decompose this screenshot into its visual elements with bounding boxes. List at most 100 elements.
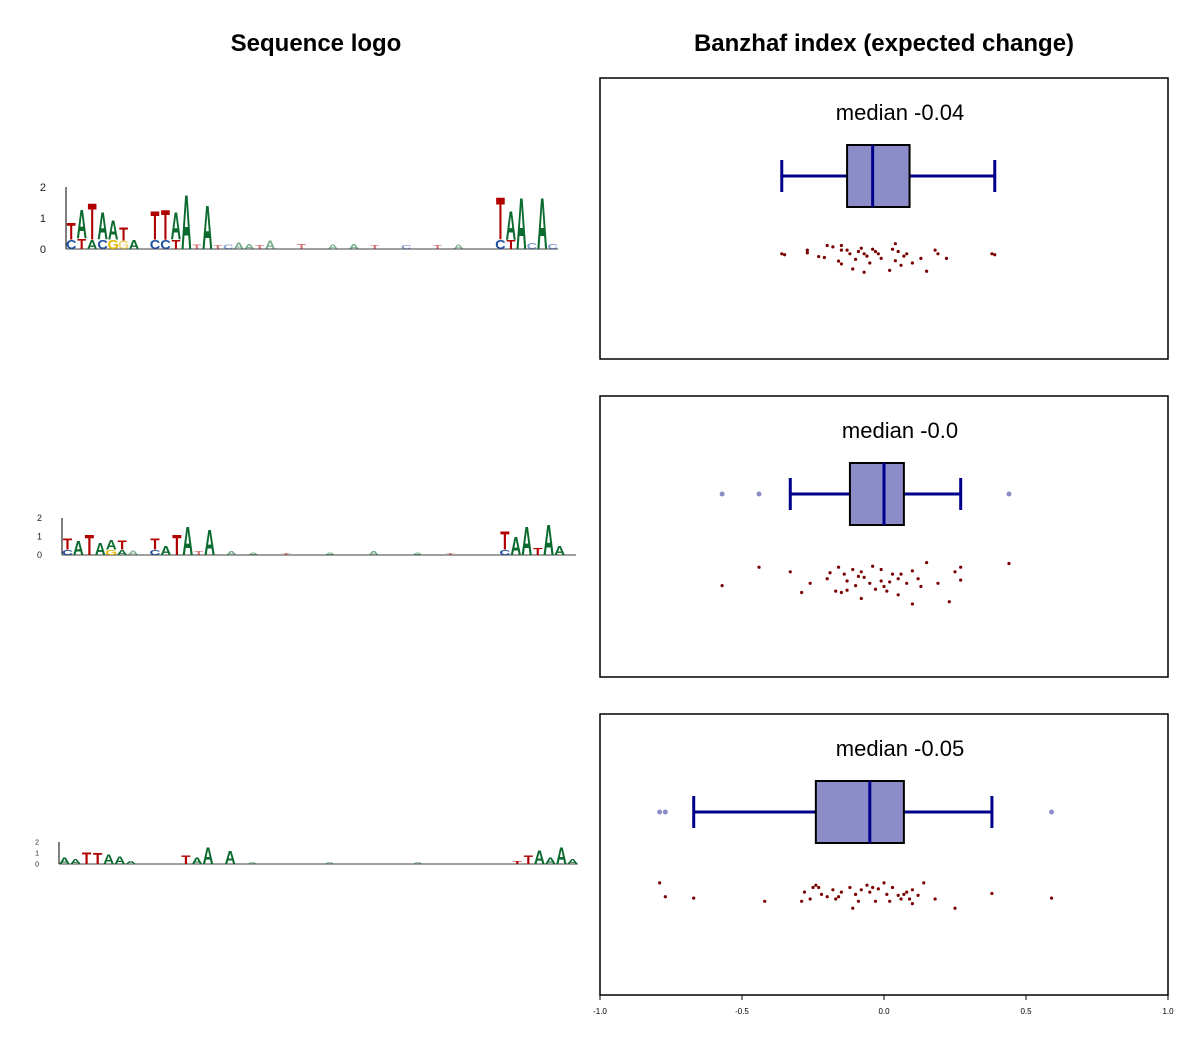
logo-letter-A: A [70, 857, 81, 866]
logo-letter-A: A [412, 552, 423, 556]
logo-letter-A: A [203, 844, 214, 870]
logo-letter-A: A [244, 242, 255, 251]
data-point [862, 575, 866, 579]
data-point [817, 885, 821, 890]
data-point [825, 577, 829, 581]
data-point [953, 906, 957, 910]
logo-letter-T: T [533, 545, 542, 557]
logo-letter-A: A [76, 201, 87, 248]
logo-letter-C: C [66, 238, 77, 252]
data-point [854, 257, 858, 261]
logo-letter-A: A [125, 860, 136, 865]
logo-y-tick-label: 0 [35, 861, 39, 868]
data-point [868, 261, 872, 265]
data-point [808, 897, 812, 901]
logo-letter-A: A [233, 241, 244, 252]
logo-letter-T: T [446, 552, 456, 555]
data-point [925, 561, 929, 565]
data-point [692, 896, 696, 900]
data-point [902, 892, 906, 897]
data-point [885, 589, 889, 593]
logo-letter-A: A [182, 518, 193, 564]
logo-y-tick-label: 2 [40, 182, 46, 194]
logo-letter-T: T [192, 244, 201, 251]
data-point [888, 899, 892, 903]
logo-letter-T: T [118, 538, 128, 553]
data-point [825, 895, 829, 899]
logo-letter-T: T [194, 551, 203, 556]
data-point [919, 256, 923, 260]
logo-letter-A: A [521, 518, 532, 564]
iqr-box [814, 780, 905, 844]
data-point [910, 888, 915, 892]
logo-letter-A: A [202, 193, 213, 263]
data-point [859, 570, 863, 574]
data-point [851, 267, 855, 271]
data-point [808, 581, 812, 585]
data-point [919, 584, 923, 589]
logo-letter-G: G [118, 238, 129, 252]
logo-letter-T: T [151, 202, 160, 249]
median-label: median -0.04 [836, 100, 964, 125]
logo-letter-C: C [499, 548, 510, 557]
logo-letter-T: T [85, 529, 94, 561]
logo-letter-T: T [433, 245, 442, 251]
data-point [848, 252, 852, 256]
data-point [936, 252, 940, 256]
logo-letter-A: A [545, 856, 556, 866]
data-point [879, 256, 883, 260]
data-point [822, 255, 826, 260]
data-point [839, 590, 844, 595]
data-point [896, 249, 900, 254]
outlier-point [1049, 809, 1055, 815]
data-point [859, 246, 863, 250]
logo-letter-T: T [181, 853, 191, 867]
logo-letter-A: A [324, 552, 335, 556]
banzhaf-index-title: Banzhaf index (expected change) [693, 30, 1075, 57]
logo-letter-C: C [495, 238, 506, 252]
data-point [888, 268, 892, 272]
data-point [896, 577, 900, 581]
data-point [831, 245, 835, 249]
logo-letter-T: T [282, 552, 292, 555]
data-point [854, 892, 858, 897]
logo-letter-C: C [401, 245, 412, 251]
data-point [1007, 561, 1011, 566]
data-point [783, 253, 787, 257]
data-point [831, 888, 835, 892]
logo-letter-T: T [513, 860, 522, 865]
data-point [896, 593, 900, 597]
data-point [720, 584, 724, 588]
logo-letter-A: A [128, 549, 140, 556]
data-point [993, 253, 997, 257]
logo-letter-A: A [328, 244, 339, 251]
data-point [893, 259, 897, 263]
data-point [663, 895, 667, 899]
logo-letter-T: T [172, 529, 181, 561]
logo-letter-A: A [226, 551, 237, 556]
data-point [868, 581, 872, 585]
logo-letter-T: T [161, 201, 170, 249]
data-point [848, 885, 852, 890]
outlier-point [662, 809, 668, 815]
data-point [839, 262, 844, 266]
logo-letter-T: T [496, 186, 505, 253]
data-point [839, 890, 844, 894]
sequence-logo-title: Sequence logo [230, 30, 402, 57]
logo-letter-T: T [297, 242, 306, 251]
logo-letter-A: A [265, 238, 276, 252]
data-point [780, 252, 784, 256]
logo-letter-G: G [107, 238, 118, 252]
data-point [788, 570, 792, 574]
logo-letter-A: A [506, 202, 517, 249]
data-point [805, 251, 809, 255]
data-point [819, 892, 824, 897]
logo-letter-T: T [370, 245, 379, 251]
logo-letter-A: A [567, 857, 578, 866]
logo-letter-A: A [108, 215, 119, 246]
data-point [910, 569, 915, 573]
logo-letter-G: G [105, 548, 117, 557]
logo-letter-A: A [247, 862, 258, 865]
